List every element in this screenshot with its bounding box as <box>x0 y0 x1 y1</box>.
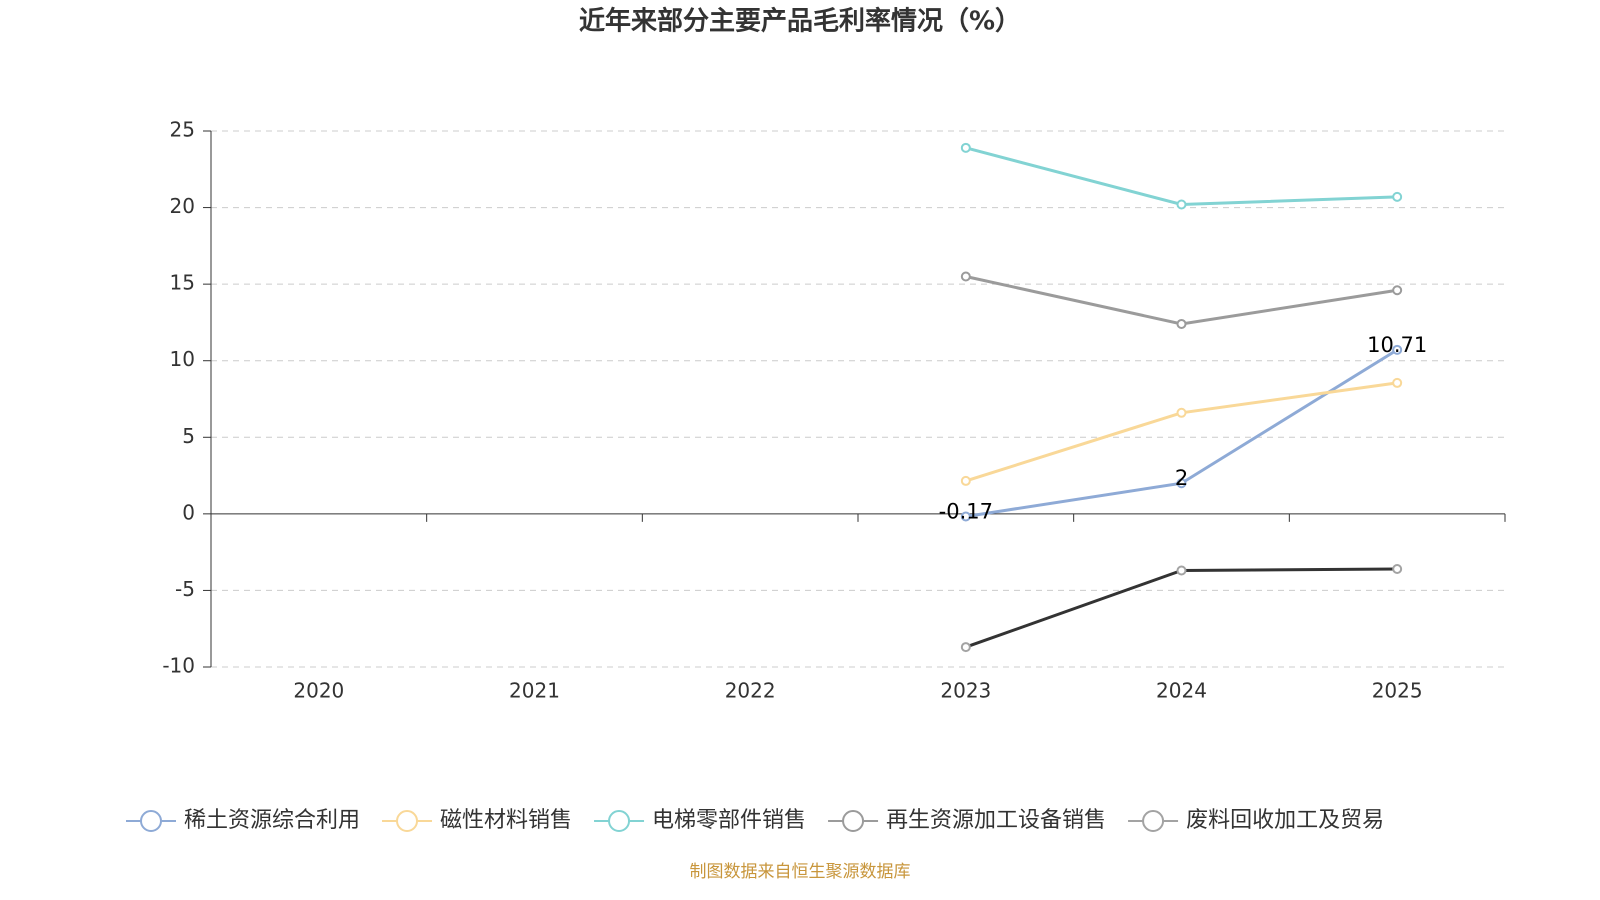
data-label: 10.71 <box>1367 333 1427 357</box>
data-point <box>960 271 971 282</box>
y-tick-label: -5 <box>175 577 195 601</box>
legend-marker <box>140 810 162 832</box>
data-point <box>1176 318 1187 329</box>
y-tick-label: 10 <box>170 347 195 371</box>
data-point <box>960 142 971 153</box>
y-tick-label: 20 <box>170 194 195 218</box>
legend-label: 稀土资源综合利用 <box>184 808 360 833</box>
x-tick-label: 2020 <box>293 679 344 703</box>
source-note: 制图数据来自恒生聚源数据库 <box>690 862 911 882</box>
legend-label: 废料回收加工及贸易 <box>1186 808 1384 833</box>
y-tick-label: -10 <box>162 654 195 678</box>
data-point <box>1392 344 1403 355</box>
data-point <box>1392 191 1403 202</box>
data-label: -0.17 <box>939 499 993 523</box>
x-tick-label: 2021 <box>509 679 560 703</box>
legend-marker <box>608 810 631 832</box>
legend-marker <box>1142 810 1165 832</box>
data-point <box>960 475 971 486</box>
data-label: 2 <box>1175 466 1188 490</box>
data-point <box>1176 565 1187 576</box>
x-tick-label: 2022 <box>725 679 776 703</box>
legend-label: 再生资源加工设备销售 <box>886 808 1106 833</box>
series-line <box>965 146 1398 207</box>
legend-marker <box>842 810 865 832</box>
chart-title: 近年来部分主要产品毛利率情况（%） <box>579 6 1021 37</box>
y-tick-label: 5 <box>182 424 195 448</box>
y-tick-label: 25 <box>170 118 195 142</box>
legend-label: 磁性材料销售 <box>440 808 572 833</box>
data-point <box>1392 377 1403 388</box>
data-point <box>1176 478 1187 489</box>
data-point <box>1392 285 1403 296</box>
x-tick-label: 2025 <box>1372 679 1423 703</box>
data-point <box>960 642 971 653</box>
series-line <box>965 275 1398 326</box>
data-point <box>1392 563 1403 574</box>
legend-label: 电梯零部件销售 <box>652 808 806 833</box>
series-line <box>965 348 1398 518</box>
y-tick-label: 15 <box>170 271 195 295</box>
series-line <box>965 567 1398 649</box>
x-tick-label: 2023 <box>940 679 991 703</box>
x-tick-label: 2024 <box>1156 679 1207 703</box>
data-point <box>1176 407 1187 418</box>
y-tick-label: 0 <box>182 500 195 524</box>
data-point <box>1176 199 1187 210</box>
data-point <box>960 511 971 522</box>
legend-marker <box>396 810 419 832</box>
